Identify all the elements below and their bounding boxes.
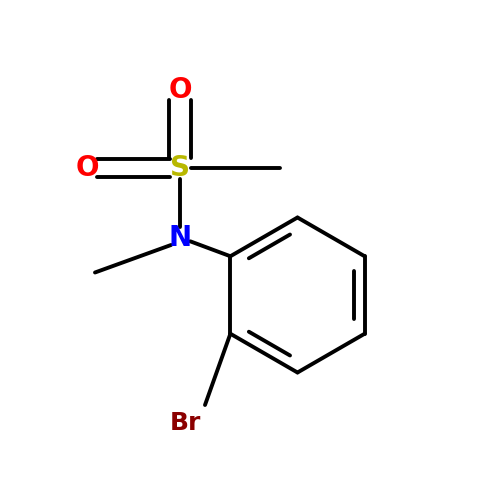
Text: O: O <box>76 154 99 182</box>
Text: Br: Br <box>170 410 200 434</box>
Text: N: N <box>168 224 192 252</box>
Text: O: O <box>168 76 192 104</box>
Text: S: S <box>170 154 190 182</box>
